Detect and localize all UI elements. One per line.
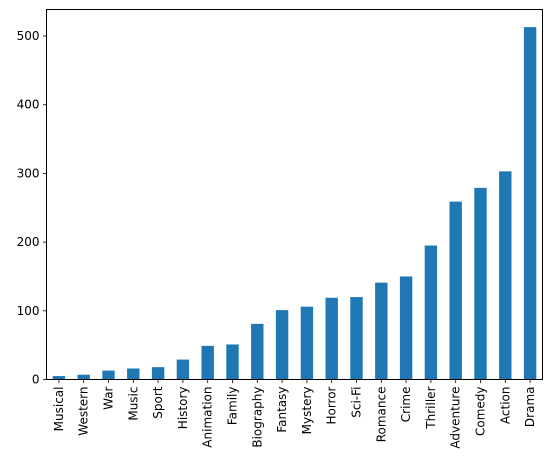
x-tick-label: Fantasy: [275, 387, 289, 433]
x-tick-label: Western: [77, 387, 91, 436]
bar-musical: [52, 376, 66, 380]
x-tick-label: Biography: [250, 387, 264, 448]
x-tick-label: Animation: [201, 387, 215, 448]
bar-biography: [251, 323, 264, 380]
y-tick-label: 300: [17, 166, 40, 180]
bar-sci-fi: [350, 297, 363, 380]
bar-comedy: [474, 187, 487, 380]
bar-fantasy: [275, 310, 289, 380]
x-tick-label: Action: [498, 387, 512, 425]
x-tick-label: War: [102, 386, 116, 409]
x-tick-label: Crime: [399, 387, 413, 423]
y-tick-label: 200: [17, 235, 40, 249]
x-tick-label: Musical: [52, 387, 66, 432]
bar-history: [176, 359, 190, 380]
x-tick-label: Family: [226, 387, 240, 426]
x-tick-label: Sport: [151, 386, 165, 419]
plot-frame: [46, 9, 543, 380]
bar-crime: [399, 276, 413, 380]
y-axis: 0 100 200 300 400 500: [17, 29, 47, 387]
bar-western: [77, 374, 90, 380]
bar-war: [102, 370, 115, 380]
bar-adventure: [449, 201, 462, 380]
bar-music: [127, 368, 140, 380]
x-tick-label: Sci-Fi: [350, 387, 364, 418]
x-tick-label: Drama: [523, 387, 537, 428]
x-tick-label: Thriller: [424, 386, 438, 429]
y-tick-label: 0: [32, 373, 40, 387]
x-tick-label: Music: [126, 387, 140, 421]
bar-drama: [523, 27, 537, 380]
y-tick-label: 500: [17, 29, 40, 43]
bar-romance: [375, 282, 388, 380]
x-tick-label: History: [176, 387, 190, 430]
x-tick-label: Comedy: [474, 387, 488, 437]
bar-thriller: [424, 245, 438, 380]
bar-horror: [325, 297, 338, 380]
y-tick-label: 100: [17, 304, 40, 318]
y-tick-label: 400: [17, 98, 40, 112]
x-tick-label: Romance: [374, 387, 388, 443]
bar-mystery: [300, 306, 314, 380]
x-tick-label: Horror: [325, 386, 339, 424]
bar-family: [226, 344, 239, 380]
bar-sport: [151, 367, 165, 380]
bars-group: [52, 27, 537, 380]
x-axis: Musical Western War Music Sport History Animat…: [52, 379, 537, 449]
x-tick-label: Mystery: [300, 387, 314, 435]
bar-animation: [201, 345, 214, 380]
x-tick-label: Adventure: [449, 387, 463, 449]
bar-action: [499, 171, 512, 380]
